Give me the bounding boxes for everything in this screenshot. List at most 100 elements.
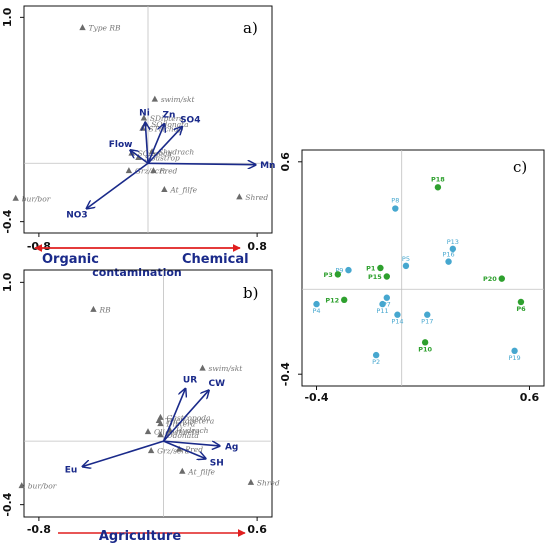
site-label-p4: P4 xyxy=(312,307,320,315)
species-label-shred: Shred xyxy=(257,478,280,487)
site-label-p2: P2 xyxy=(372,358,380,366)
variable-label-ni: Ni xyxy=(139,108,150,118)
site-label-p13: P13 xyxy=(447,238,459,246)
arrow-flow xyxy=(130,150,149,164)
species-label-diptera: Diptera xyxy=(165,420,195,429)
x-tick-label: 0.6 xyxy=(247,523,267,536)
species-label-bur-bor: bur/bor xyxy=(28,482,57,491)
site-label-p18: P18 xyxy=(431,175,445,183)
species-marker-shred xyxy=(247,478,255,485)
site-point-p11 xyxy=(379,300,386,308)
site-point-p10 xyxy=(421,339,429,346)
species-label-pred: Pred xyxy=(158,167,177,176)
site-point-p19 xyxy=(511,347,518,355)
species-marker-pred xyxy=(150,167,157,174)
species-label-shydrach: Shydrach xyxy=(158,148,194,157)
site-point-p20 xyxy=(498,275,505,282)
site-label-p11: P11 xyxy=(376,307,388,315)
site-point-p12 xyxy=(341,296,348,304)
site-point-p2 xyxy=(372,351,380,359)
species-label-hydrach: Hydrach xyxy=(175,426,209,435)
species-label-trichopetera: Trichopetera xyxy=(165,416,214,425)
site-label-p15: P15 xyxy=(368,273,382,281)
site-point-p15 xyxy=(383,273,390,280)
species-label-shred: Shred xyxy=(245,193,268,202)
site-label-p5: P5 xyxy=(402,255,410,263)
y-tick-label: 0.6 xyxy=(279,152,292,172)
arrow-no3 xyxy=(87,162,149,208)
x-tick-label: -0.4 xyxy=(304,391,328,404)
site-point-p13 xyxy=(449,245,457,253)
variable-label-sh: SH xyxy=(210,458,224,468)
species-marker-diptera xyxy=(157,420,164,427)
y-tick-label: 1.0 xyxy=(1,7,14,27)
species-label-sodonata: SOdonata xyxy=(151,120,188,129)
site-label-p7: P7 xyxy=(383,301,391,309)
y-tick-label: -0.4 xyxy=(1,209,14,233)
species-marker-bur-bor xyxy=(12,194,19,201)
species-label-at-filfe: At_filfe xyxy=(169,186,197,195)
site-label-p14: P14 xyxy=(391,318,403,326)
site-point-p8 xyxy=(392,205,399,212)
species-marker-at-filfe xyxy=(179,467,186,474)
arrow-sh xyxy=(163,440,206,458)
site-label-p16: P16 xyxy=(442,251,454,259)
variable-label-zn: Zn xyxy=(163,111,176,121)
species-marker-grz-scra xyxy=(125,167,133,174)
site-point-p9 xyxy=(345,266,352,274)
species-marker-odonata xyxy=(157,431,164,438)
species-label-bur-bor: bur/bor xyxy=(22,194,51,203)
species-label-sdiptera: SDiptera xyxy=(150,114,184,123)
site-label-p3: P3 xyxy=(324,271,333,279)
species-label-sgastrop: SGastrop xyxy=(144,153,180,162)
species-marker-shred xyxy=(236,193,243,200)
gradient-center-label: contamination xyxy=(92,266,182,279)
site-point-p16 xyxy=(445,258,452,265)
species-label-at-filfe: At_filfe xyxy=(187,467,215,476)
site-point-p18 xyxy=(434,184,442,191)
site-label-p17: P17 xyxy=(421,318,433,326)
panel-c-frame xyxy=(301,149,545,387)
arrow-ag xyxy=(163,440,220,446)
site-point-p7 xyxy=(383,294,390,301)
variable-label-ur: UR xyxy=(183,376,197,386)
arrow-eu xyxy=(83,440,164,466)
x-tick-label: -0.8 xyxy=(27,523,51,536)
species-label-pred: Pred xyxy=(184,445,203,454)
site-label-p20: P20 xyxy=(483,275,497,283)
x-tick-label: 0.6 xyxy=(520,391,540,404)
species-marker-type-rb xyxy=(79,24,86,31)
species-label-rb: RB xyxy=(98,305,111,314)
panel-b-label: b) xyxy=(243,284,258,302)
species-label-type-rb: Type RB xyxy=(89,24,122,33)
y-tick-label: -0.4 xyxy=(279,362,292,386)
species-marker-pred xyxy=(175,445,183,452)
arrow-ni xyxy=(145,122,148,164)
arrow-mn xyxy=(147,163,256,164)
variable-label-flow: Flow xyxy=(109,140,133,150)
species-label-swim-skt: swim/skt xyxy=(161,95,196,104)
species-label-oligochaeta: Oligochaeta xyxy=(154,428,200,437)
variable-label-so4: SO4 xyxy=(180,115,200,125)
variable-label-eu: Eu xyxy=(65,466,78,476)
panel-a-label: a) xyxy=(243,19,258,37)
site-label-p6: P6 xyxy=(516,305,526,313)
variable-label-ag: Ag xyxy=(225,443,238,453)
site-label-p9: P9 xyxy=(335,267,343,275)
site-label-p10: P10 xyxy=(418,345,432,353)
species-marker-grz-scra xyxy=(147,447,155,454)
site-label-p19: P19 xyxy=(508,354,520,362)
species-marker-swim-skt xyxy=(151,95,159,102)
site-point-p6 xyxy=(517,298,525,306)
gradient-left-label: Organic xyxy=(42,252,99,267)
x-tick-label: 0.8 xyxy=(247,240,267,253)
variable-label-cw: CW xyxy=(208,379,225,389)
site-point-p3 xyxy=(334,271,342,278)
site-point-p4 xyxy=(313,300,320,308)
gradient-agriculture-label: Agriculture xyxy=(99,529,182,544)
